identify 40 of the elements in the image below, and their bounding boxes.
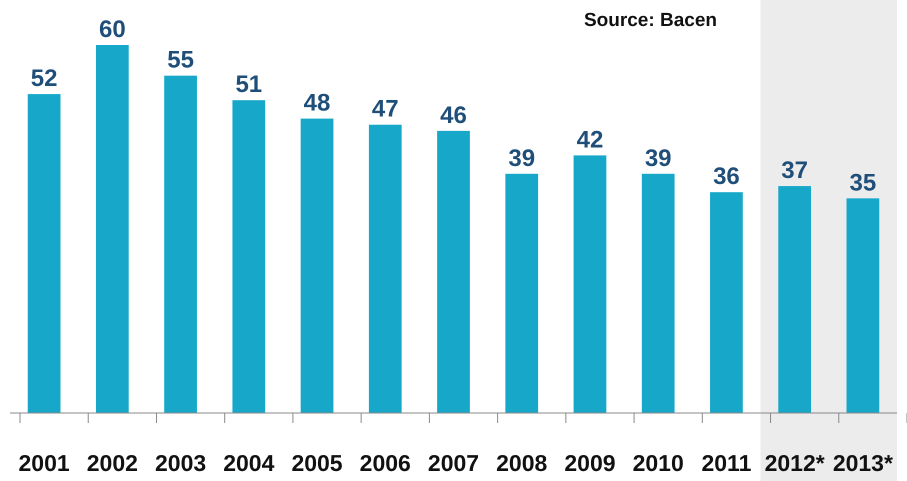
x-tick-label: 2006 xyxy=(360,450,411,476)
bar xyxy=(437,130,470,413)
bar xyxy=(164,76,197,413)
data-label: 48 xyxy=(304,90,330,117)
x-tick-label: 2002 xyxy=(86,450,138,476)
data-label: 51 xyxy=(235,71,262,98)
x-tick-label: 2005 xyxy=(291,450,343,476)
data-label: 37 xyxy=(781,157,808,184)
x-tick-label: 2003 xyxy=(154,450,206,476)
bar xyxy=(778,186,812,413)
data-label: 52 xyxy=(30,65,58,92)
bar xyxy=(96,45,129,413)
x-tick-label: 2009 xyxy=(564,450,616,476)
bar xyxy=(28,94,60,413)
bar xyxy=(846,198,880,413)
data-label: 42 xyxy=(576,126,604,154)
data-label: 60 xyxy=(98,16,126,43)
x-tick-label: 2001 xyxy=(18,450,70,476)
bar xyxy=(574,155,606,413)
x-tick-label: 2012* xyxy=(764,450,825,476)
data-label: 39 xyxy=(508,144,536,172)
x-tick-label: 2010 xyxy=(632,450,684,476)
bar xyxy=(505,174,538,413)
data-label: 35 xyxy=(850,169,876,196)
bar xyxy=(642,174,675,413)
data-label: 46 xyxy=(440,102,467,129)
data-label: 47 xyxy=(372,96,399,123)
bar xyxy=(368,124,402,413)
bar xyxy=(232,100,266,413)
source-note: Source: Bacen xyxy=(584,10,717,31)
data-label: 39 xyxy=(644,144,672,172)
data-label: 36 xyxy=(713,163,740,190)
data-label: 55 xyxy=(167,46,194,74)
x-tick-label: 2008 xyxy=(496,450,548,476)
bar xyxy=(710,192,743,413)
x-tick-label: 2013* xyxy=(832,450,893,476)
x-tick-label: 2004 xyxy=(223,450,275,476)
bar xyxy=(300,118,334,413)
x-tick-label: 2011 xyxy=(701,450,752,476)
x-tick-label: 2007 xyxy=(428,450,480,476)
